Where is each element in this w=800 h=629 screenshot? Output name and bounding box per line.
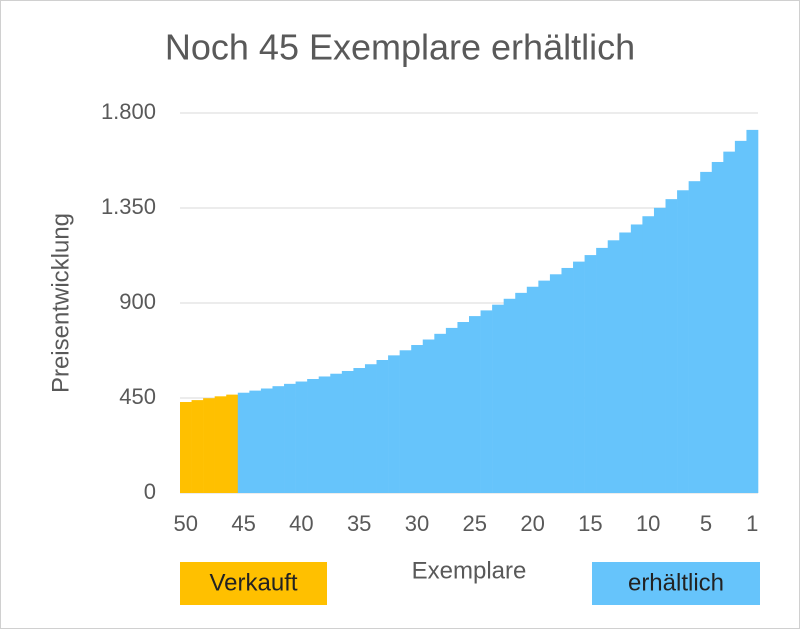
chart-title: Noch 45 Exemplare erhältlich (165, 27, 635, 68)
x-tick-label: 20 (520, 511, 544, 536)
bar (711, 161, 724, 493)
bar (677, 190, 689, 493)
bar (226, 394, 239, 493)
bar (260, 388, 273, 493)
y-tick-label: 1.800 (101, 99, 156, 124)
bar (492, 304, 504, 493)
bar (237, 392, 250, 493)
x-tick-label: 25 (463, 511, 487, 536)
x-tick-label: 1 (746, 511, 758, 536)
bar (249, 390, 262, 493)
bar (653, 207, 666, 494)
bar (515, 292, 528, 493)
x-tick-label: 5 (700, 511, 712, 536)
x-tick-label: 40 (289, 511, 313, 536)
bar (469, 316, 481, 493)
legend-swatch (180, 562, 327, 605)
bar (388, 355, 400, 493)
bar (272, 386, 285, 493)
bar (364, 364, 377, 493)
y-tick-label: 0 (144, 479, 156, 504)
bar (203, 398, 215, 493)
bar (307, 379, 320, 493)
bar (584, 255, 597, 493)
bar (503, 298, 516, 493)
bar (353, 368, 366, 493)
legend-label: Verkauft (209, 569, 297, 596)
bar (619, 232, 632, 493)
bar (734, 140, 747, 493)
y-tick-label: 900 (119, 289, 156, 314)
bar (573, 261, 585, 493)
bar (399, 350, 412, 493)
bar (549, 274, 562, 493)
x-tick-label: 35 (347, 511, 371, 536)
legend-label: erhältlich (628, 569, 724, 596)
bar (284, 383, 296, 493)
x-tick-label: 10 (636, 511, 660, 536)
x-axis-label: Exemplare (412, 557, 527, 584)
x-tick-label: 50 (174, 511, 198, 536)
bar (445, 327, 458, 493)
x-tick-label: 30 (405, 511, 429, 536)
bar (630, 224, 643, 493)
bar (191, 400, 204, 493)
bar (665, 199, 678, 493)
bar (341, 370, 354, 493)
bar (688, 181, 701, 493)
legend-swatch (592, 562, 760, 605)
bar (330, 373, 343, 493)
bar (318, 376, 331, 493)
bar (526, 286, 539, 493)
bar (214, 396, 227, 493)
bar (746, 129, 759, 493)
bar (561, 267, 574, 493)
bar (723, 151, 736, 493)
bar (434, 333, 447, 493)
bar (700, 171, 713, 493)
bar (480, 310, 493, 493)
x-tick-label: 45 (231, 511, 255, 536)
y-axis-label: Preisentwicklung (47, 213, 74, 393)
y-tick-label: 450 (119, 384, 156, 409)
y-tick-label: 1.350 (101, 194, 156, 219)
bar (422, 339, 435, 493)
bar (596, 247, 609, 493)
bar (457, 322, 470, 493)
bar (538, 280, 551, 493)
bar (180, 402, 192, 493)
bar (607, 240, 620, 493)
x-tick-label: 15 (578, 511, 602, 536)
bar (295, 381, 308, 493)
bar (376, 360, 389, 493)
bar (642, 216, 655, 493)
bar (411, 345, 424, 493)
